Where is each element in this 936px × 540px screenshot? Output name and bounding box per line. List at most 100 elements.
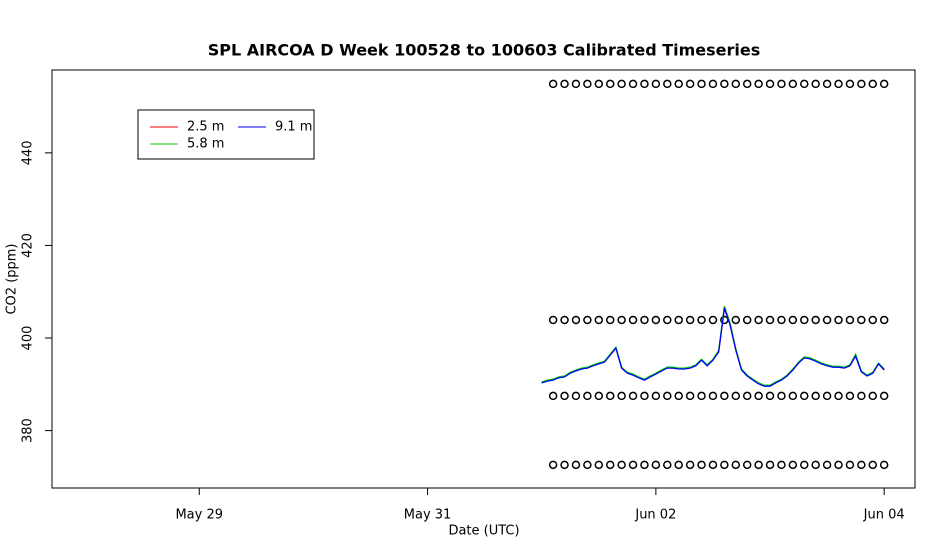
chart-title: SPL AIRCOA D Week 100528 to 100603 Calib…	[208, 41, 761, 60]
standard-point	[834, 315, 843, 325]
standard-point	[822, 315, 832, 325]
standard-point	[811, 391, 820, 401]
standard-point	[868, 315, 878, 325]
standard-point	[674, 391, 683, 401]
legend-label: 2.5 m	[187, 120, 224, 135]
standard-point	[594, 391, 604, 401]
standard-point	[663, 460, 672, 470]
standard-point	[868, 391, 878, 401]
standard-point	[857, 391, 866, 401]
standard-point	[697, 79, 706, 89]
standard-point	[640, 460, 649, 470]
standard-point	[708, 391, 718, 401]
standard-point	[594, 460, 604, 470]
standard-point	[857, 79, 866, 89]
standard-point	[879, 315, 889, 325]
y-tick-label: 400	[21, 326, 36, 351]
standard-point	[777, 79, 786, 89]
standard-point	[845, 79, 855, 89]
standard-point	[868, 79, 878, 89]
standard-point	[742, 79, 752, 89]
standard-point	[594, 315, 604, 325]
standard-point	[731, 79, 741, 89]
standard-point	[617, 460, 626, 470]
standard-point	[822, 460, 832, 470]
standard-point	[548, 460, 558, 470]
standard-point	[674, 460, 683, 470]
standard-point	[571, 460, 581, 470]
standard-point	[685, 391, 695, 401]
standard-point	[583, 391, 592, 401]
x-axis-label: Date (UTC)	[448, 524, 519, 539]
standard-point	[617, 315, 626, 325]
standard-point	[651, 79, 661, 89]
x-tick-label: Jun 04	[863, 508, 905, 523]
standard-point	[788, 79, 798, 89]
standard-point	[731, 460, 741, 470]
standard-point	[754, 79, 763, 89]
standard-point	[605, 460, 615, 470]
standard-point	[879, 391, 889, 401]
standard-point	[822, 391, 832, 401]
standard-point	[594, 79, 604, 89]
standard-point	[731, 391, 741, 401]
x-tick-label: May 31	[404, 508, 452, 523]
standard-point	[834, 79, 843, 89]
standard-point	[800, 315, 809, 325]
standard-point	[765, 79, 775, 89]
standard-point	[571, 315, 581, 325]
standard-point	[685, 460, 695, 470]
standard-point	[845, 460, 855, 470]
standard-point	[857, 315, 866, 325]
standard-point	[548, 79, 558, 89]
standard-point	[742, 460, 752, 470]
standard-point	[708, 460, 718, 470]
standard-point	[720, 460, 729, 470]
standard-point	[765, 391, 775, 401]
standard-point	[663, 315, 672, 325]
standard-point	[640, 79, 649, 89]
standard-point	[708, 79, 718, 89]
legend-label: 9.1 m	[275, 120, 312, 135]
standard-point	[697, 460, 706, 470]
standard-point	[834, 391, 843, 401]
standard-point	[628, 460, 638, 470]
standard-point	[765, 460, 775, 470]
standard-point	[845, 391, 855, 401]
standard-point	[879, 460, 889, 470]
standard-point	[685, 315, 695, 325]
y-tick-label: 420	[21, 233, 36, 258]
standard-point	[788, 460, 798, 470]
standard-point	[731, 315, 741, 325]
standard-point	[560, 79, 569, 89]
standard-point	[800, 460, 809, 470]
standard-point	[674, 315, 683, 325]
standard-point	[685, 79, 695, 89]
standard-point	[742, 391, 752, 401]
standard-point	[697, 391, 706, 401]
standard-point	[640, 391, 649, 401]
standard-point	[754, 315, 763, 325]
standard-point	[822, 79, 832, 89]
standard-point	[720, 79, 729, 89]
standard-point	[788, 391, 798, 401]
standard-point	[777, 460, 786, 470]
standard-point	[548, 315, 558, 325]
plot-frame	[51, 69, 916, 489]
standard-point	[845, 315, 855, 325]
standard-point	[583, 315, 592, 325]
standard-point	[617, 79, 626, 89]
y-tick-label: 440	[21, 140, 36, 165]
x-tick-label: Jun 02	[634, 508, 676, 523]
y-tick-label: 380	[21, 418, 36, 443]
standard-point	[765, 315, 775, 325]
standard-point	[605, 315, 615, 325]
standard-point	[605, 391, 615, 401]
series-line	[541, 307, 885, 387]
standard-point	[754, 391, 763, 401]
standard-point	[640, 315, 649, 325]
standard-point	[742, 315, 752, 325]
standard-point	[560, 391, 569, 401]
standard-point	[788, 315, 798, 325]
